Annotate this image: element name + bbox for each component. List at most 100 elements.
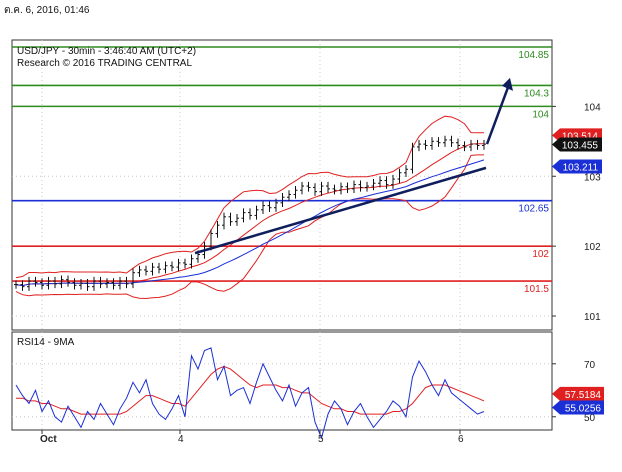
rsi-panel [11,331,553,431]
price-bar [248,208,252,220]
price-marker-label: 103.211 [563,163,599,174]
price-marker-label: 103.514 [562,131,599,142]
y-tick-label: 101 [584,312,601,323]
price-bar [33,276,38,287]
chart-subtitle: Research © 2016 TRADING CENTRAL [17,58,192,69]
price-bar [274,198,278,212]
price-bar [150,262,155,276]
price-bar [378,176,382,188]
price-bar [222,212,226,230]
price-bar [46,276,51,290]
price-bar [306,181,311,192]
price-bar [371,179,376,191]
price-bar [417,139,421,152]
price-bar [404,165,408,177]
price-bar [319,181,324,196]
price-bar [111,278,116,290]
price-grid [12,40,552,330]
price-bar [339,182,343,195]
price-bar [254,205,259,220]
rsi-title: RSI14 - 9MA [17,337,75,348]
price-bar [27,276,31,291]
price-bar [332,184,337,195]
forecast-arrow [485,81,512,145]
price-bar [215,220,220,238]
rsi-marker: 55.0256 [552,400,604,415]
price-bar [92,276,96,291]
price-bar [241,208,246,223]
rsi-marker-box [552,386,604,401]
price-bar [209,229,213,251]
price-bar [131,268,135,289]
price-bar [482,139,486,150]
price-marker-box [552,137,602,152]
trendline [194,77,513,255]
price-bar [235,214,239,226]
support-trendline [194,166,487,255]
price-bar [397,168,402,184]
price-bar [469,139,473,152]
price-bar [72,278,77,290]
level-label: 104.3 [524,88,549,99]
price-marker: 103.455 [552,137,602,152]
level-label: 104.85 [518,50,549,61]
price-bar [267,201,272,212]
price-bar [59,275,64,289]
rsi-marker: 57.5184 [552,386,604,401]
price-bar [352,180,356,194]
y-tick-label: 104 [584,102,601,113]
price-bar [137,265,142,277]
price-bar [124,276,129,289]
price-bar [293,186,298,199]
level-lines: 104.85 104.3 104 102.65 102 101.5 [12,46,552,295]
price-bar [436,137,441,147]
price-bar [365,181,369,192]
price-bar [384,176,389,189]
price-bar [170,261,174,272]
price-bar [462,141,467,152]
price-bar [20,280,25,291]
price-bar [163,261,168,274]
rsi-marker-box [552,400,604,415]
level-label: 102 [532,249,549,260]
price-bar [456,138,460,150]
price-bar [261,201,265,214]
timestamp: ต.ค. 6, 2016, 01:46 [4,5,90,16]
upper-band [15,115,484,279]
price-bar [118,276,122,290]
price-marker-box [552,159,602,174]
price-bar [228,212,233,226]
price-bar [280,193,285,208]
price-marker-label: 103.455 [562,140,599,151]
price-bar [14,280,18,289]
rsi-y-tick-label: 70 [584,360,596,371]
price-bar [287,190,291,202]
lower-band [15,154,484,300]
price-bar [183,258,187,269]
rsi-line [15,347,485,440]
rsi-marker-label: 55.0256 [565,403,602,414]
chart-title: USD/JPY - 30min - 3:46:40 AM (UTC+2) [17,46,196,57]
x-tick-label: Oct [40,434,57,445]
forecast-arrow-head [502,77,513,91]
price-bar [326,181,330,194]
price-bar [66,275,70,287]
y-tick-label: 103 [584,172,601,183]
time-axis: Oct 4 5 6 [40,430,464,445]
rsi-lines [15,347,485,440]
price-bar [430,137,434,150]
price-bar [79,278,83,290]
price-bar [423,139,428,150]
price-bar [40,278,44,290]
price-bar [157,262,161,274]
price-bar [449,135,454,147]
level-label: 104 [532,109,549,120]
x-tick-label: 5 [318,434,324,445]
x-tick-label: 4 [178,434,184,445]
price-bar [410,142,415,174]
rsi-grid [12,332,552,430]
price-marker: 103.211 [552,159,602,174]
price-bar [53,276,57,289]
